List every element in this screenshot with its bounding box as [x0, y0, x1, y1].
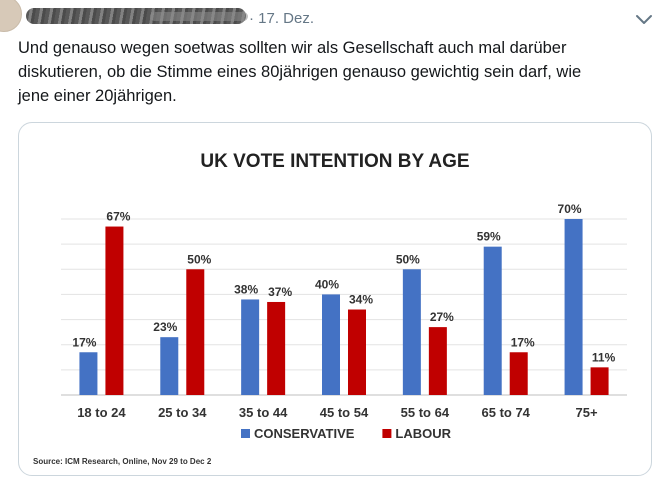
bar-chart: UK VOTE INTENTION BY AGE 17% 67% 18 to 24 23… [33, 151, 627, 466]
data-label-conservative-7: 70% [558, 202, 582, 216]
bar-labour-1 [105, 226, 124, 395]
data-label-labour-3: 37% [268, 285, 292, 299]
bar-labour-2 [186, 269, 205, 395]
data-label-conservative-1: 17% [72, 335, 96, 349]
x-tick-label: 35 to 44 [239, 405, 288, 420]
bar-labour-7 [590, 367, 609, 395]
bar-labour-5 [428, 327, 447, 395]
x-tick-label: 75+ [576, 405, 598, 420]
data-label-labour-7: 11% [592, 350, 616, 364]
bar-conservative-2 [160, 337, 179, 395]
data-label-conservative-5: 50% [396, 252, 420, 266]
chart-title: UK VOTE INTENTION BY AGE [200, 151, 469, 172]
tweet-text: Und genauso wegen soetwas sollten wir al… [18, 39, 582, 105]
bar-labour-3 [267, 301, 286, 395]
bar-conservative-7 [564, 219, 583, 395]
legend-label-labour: LABOUR [395, 426, 451, 441]
bar-labour-6 [509, 352, 528, 395]
x-tick-label: 25 to 34 [158, 405, 207, 420]
x-tick-label: 18 to 24 [77, 405, 126, 420]
avatar[interactable] [0, 0, 22, 32]
bar-conservative-1 [79, 352, 98, 395]
x-tick-label: 45 to 54 [320, 405, 369, 420]
bar-labour-4 [348, 309, 366, 395]
x-tick-label: 65 to 74 [482, 405, 531, 420]
data-label-conservative-2: 23% [153, 320, 177, 334]
legend-swatch-labour [382, 429, 392, 438]
bar-conservative-4 [322, 294, 340, 395]
tweet-timestamp[interactable]: · 17. Dez. [249, 10, 315, 27]
data-label-conservative-6: 59% [477, 230, 501, 244]
data-label-labour-5: 27% [430, 310, 454, 324]
bar-conservative-5 [402, 269, 421, 395]
chevron-down-icon[interactable] [634, 10, 654, 30]
data-label-conservative-4: 40% [315, 277, 339, 291]
x-tick-label: 55 to 64 [401, 405, 450, 420]
tweet-image[interactable]: UK VOTE INTENTION BY AGE 17% 67% 18 to 24 23… [18, 122, 652, 476]
data-label-labour-2: 50% [187, 252, 211, 266]
data-label-labour-1: 67% [106, 210, 130, 224]
redacted-handle [150, 12, 248, 21]
data-label-labour-4: 34% [349, 293, 373, 307]
bar-conservative-3 [241, 299, 260, 395]
data-label-labour-6: 17% [511, 335, 535, 349]
bar-conservative-6 [483, 246, 502, 395]
legend-swatch-conservative [241, 429, 250, 438]
data-label-conservative-3: 38% [234, 282, 258, 296]
chart-source: Source: ICM Research, Online, Nov 29 to … [33, 457, 212, 466]
legend-label-conservative: CONSERVATIVE [254, 426, 355, 441]
